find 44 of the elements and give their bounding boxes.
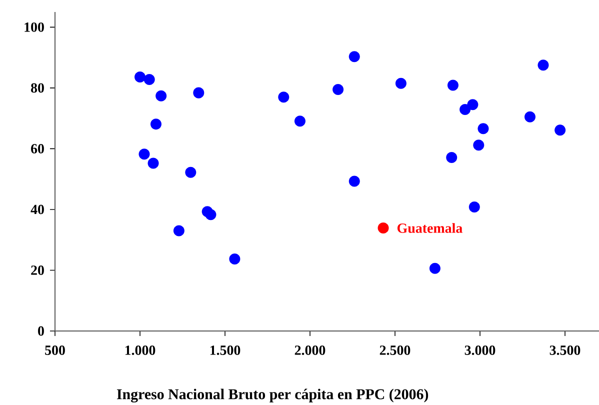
point [138,148,150,160]
point [173,225,184,236]
point [467,99,478,110]
x-tick-label: 1.500 [210,346,240,355]
point [429,262,440,274]
y-tick-label: 100 [24,22,44,32]
x-tick-label: 2.500 [380,346,410,355]
point [229,253,240,264]
point [554,124,566,136]
point [185,166,196,178]
point [348,51,360,62]
point [460,104,471,116]
point [144,74,155,85]
point [478,123,489,134]
point [468,202,480,213]
y-tick-label: 0 [38,326,44,336]
y-tick-label: 20 [31,266,44,275]
x-tick-label: 500 [45,346,65,355]
y-tick-label: 60 [31,144,44,154]
y-tick-label: 80 [31,83,44,93]
point [446,152,458,164]
y-tick-label: 40 [30,204,44,214]
point [278,92,290,103]
point [193,87,204,98]
point [524,111,536,122]
series-label: Guatemala [397,223,462,233]
point [538,60,549,71]
point [348,176,360,187]
point [156,90,167,102]
x-tick-label: 3.500 [550,346,580,355]
point [294,116,306,127]
point [134,72,146,83]
point [395,78,406,89]
x-tick-label: 1.000 [125,346,156,355]
point [447,80,458,91]
x-axis-title: Ingreso Nacional Bruto per cápita en PPC (2006) [116,388,428,402]
point [205,209,216,220]
point [332,84,344,95]
point [148,158,159,169]
x-tick-label: 3.000 [464,346,496,355]
x-tick-label: 2.000 [294,346,326,355]
point [378,222,389,234]
point [473,140,484,151]
point [150,118,162,130]
